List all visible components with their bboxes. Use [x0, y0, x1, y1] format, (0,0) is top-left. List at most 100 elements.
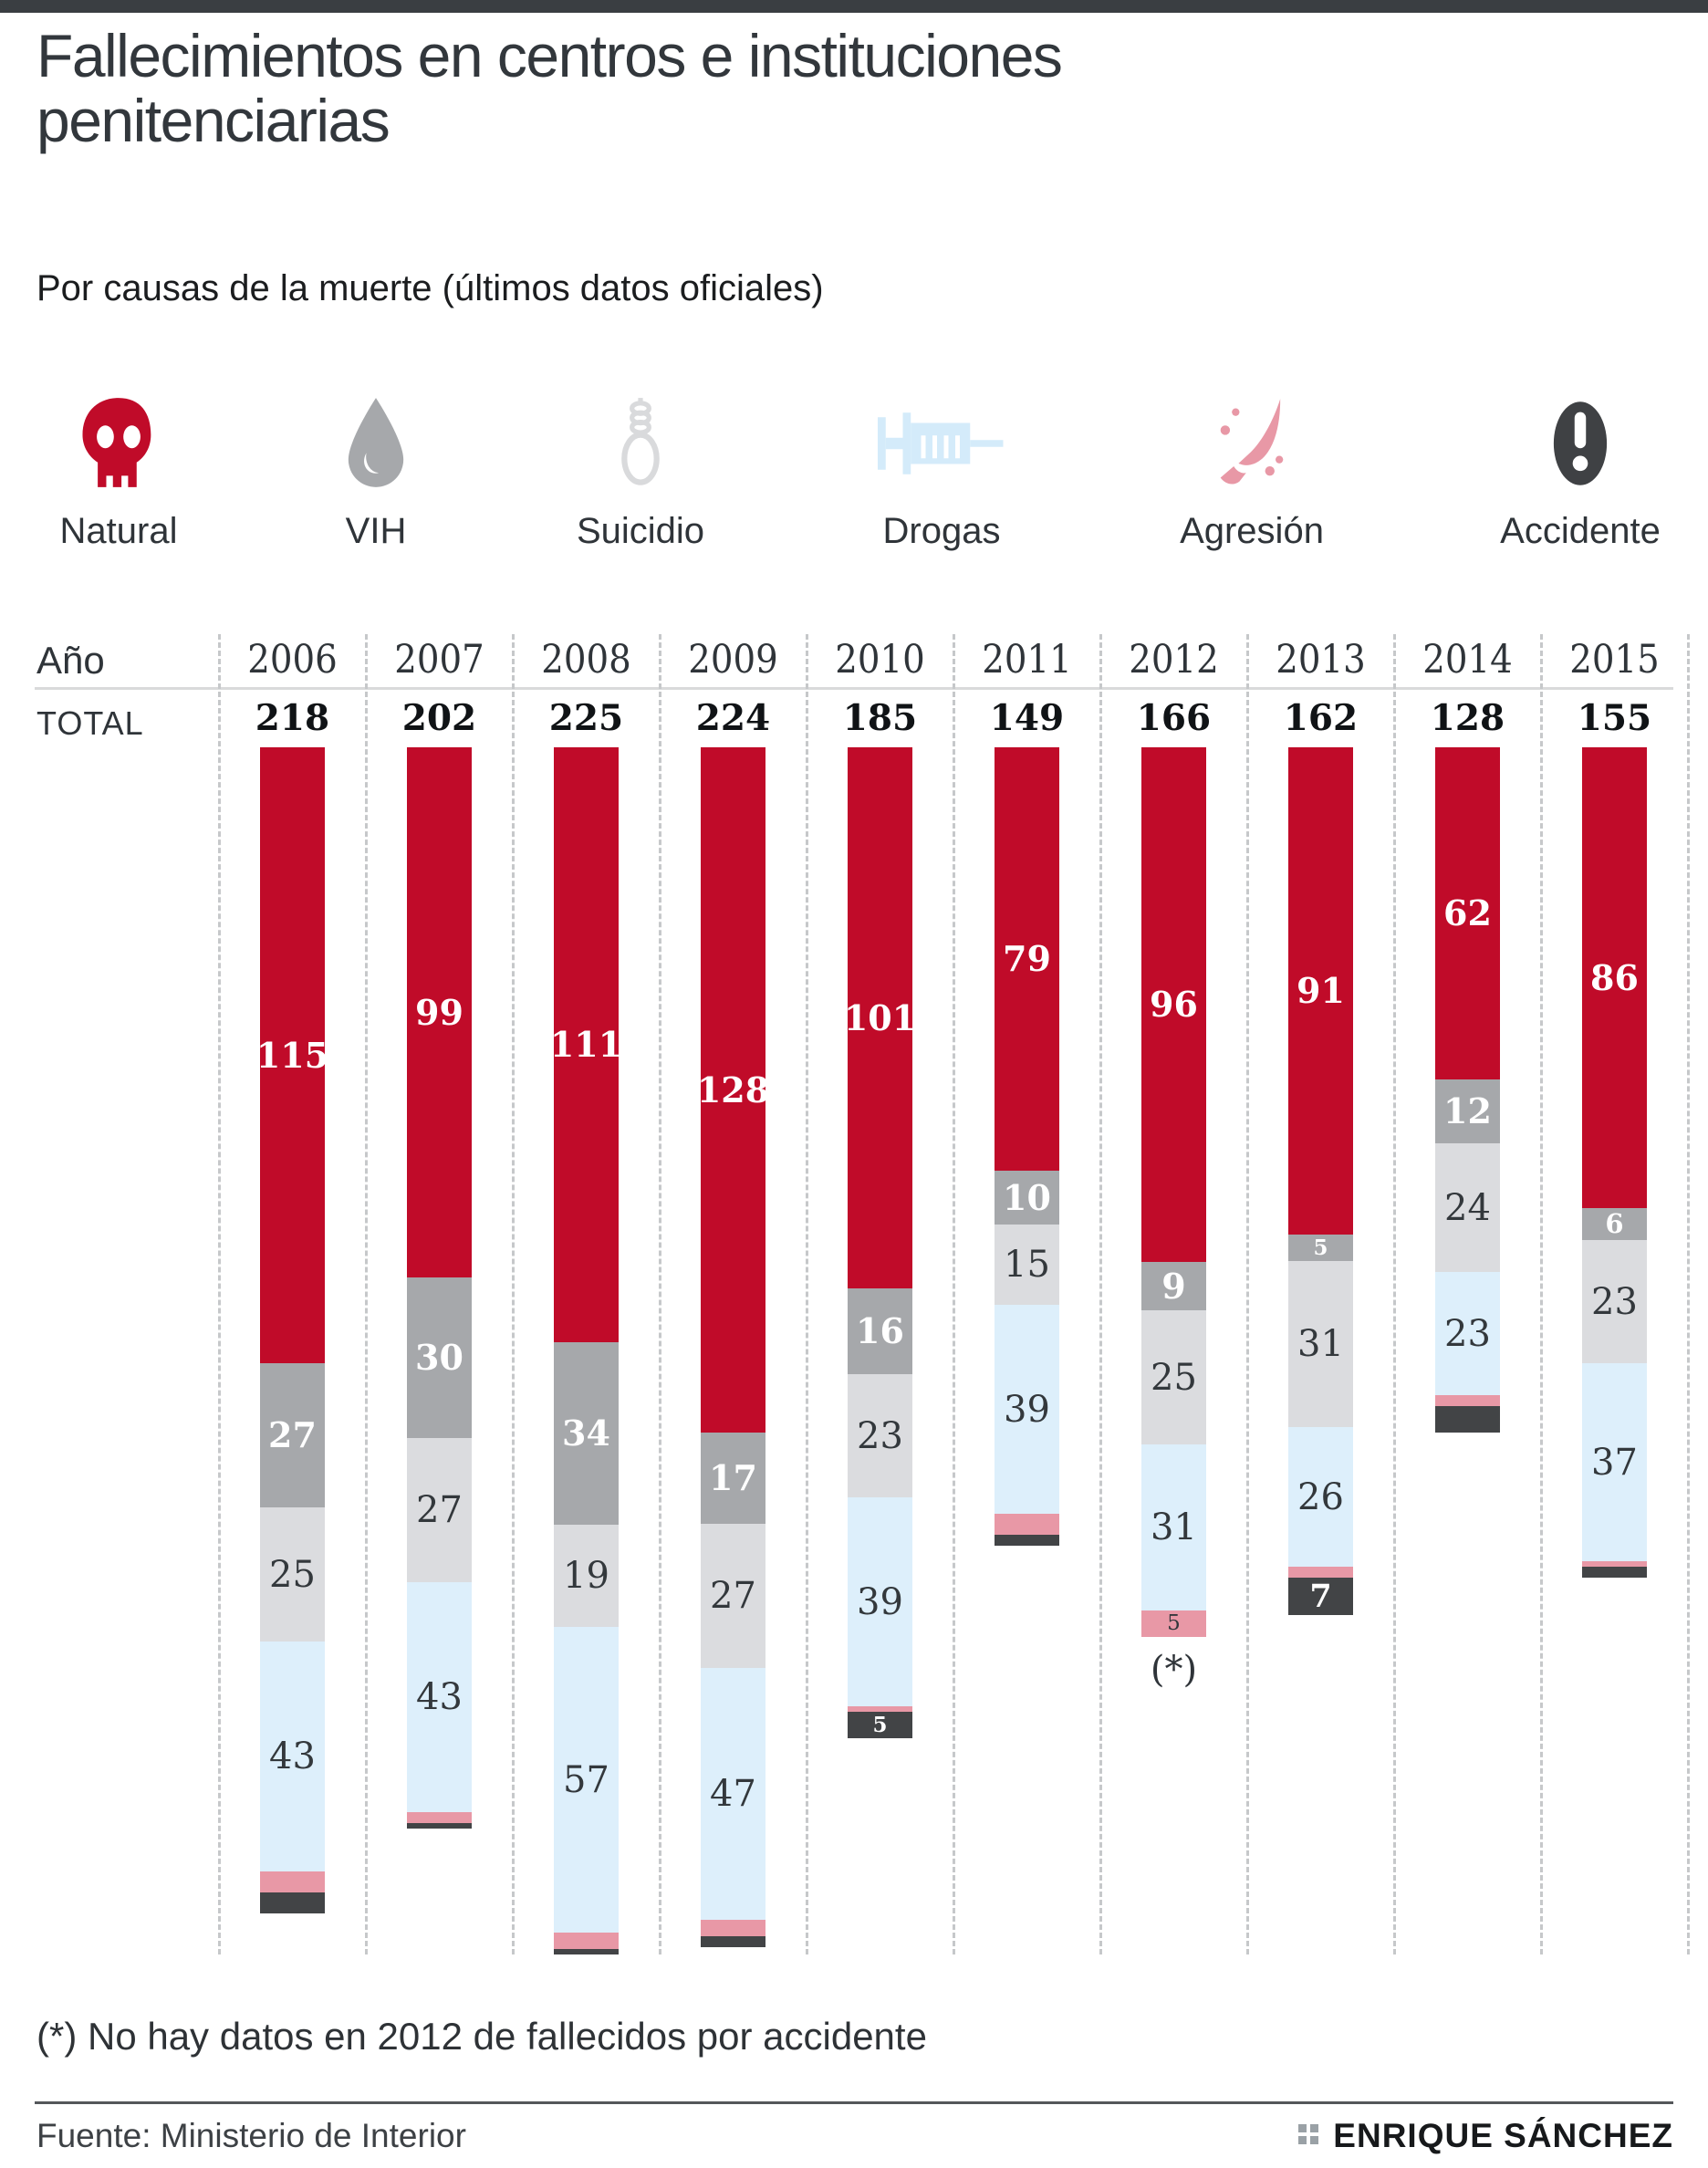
year-label: 2012 — [1129, 637, 1219, 683]
bar-segment-accidente — [995, 1535, 1059, 1546]
legend-item-label: Agresión — [1180, 511, 1324, 551]
bar-segment-suicidio: 25 — [260, 1507, 325, 1642]
column-separator — [365, 634, 368, 1954]
year-label: 2010 — [835, 637, 925, 683]
bar-segment-agresion — [554, 1933, 619, 1949]
page-title: Fallecimientos en centros e institucione… — [36, 22, 1063, 155]
bar-segment-vih: 5 — [1288, 1235, 1353, 1261]
bar-segment-drogas: 57 — [554, 1627, 619, 1933]
bar-segment-drogas: 26 — [1288, 1427, 1353, 1567]
total-value: 202 — [401, 697, 477, 739]
segment-value-label: 43 — [269, 1735, 316, 1777]
bar-segment-natural: 86 — [1582, 747, 1647, 1208]
bar-segment-suicidio: 15 — [995, 1225, 1059, 1305]
total-value: 185 — [842, 697, 918, 739]
bar-segment-agresion — [701, 1920, 765, 1936]
legend-item-suicidio: Suicidio — [513, 391, 768, 552]
legend-item-label: Natural — [59, 511, 178, 551]
bar-segment-natural: 62 — [1435, 747, 1500, 1079]
segment-value-label: 9 — [1161, 1265, 1186, 1307]
bar-segment-agresion — [995, 1514, 1059, 1535]
segment-value-label: 23 — [1444, 1312, 1491, 1355]
legend-item-label: VIH — [345, 511, 407, 551]
bar-segment-natural: 79 — [995, 747, 1059, 1171]
segment-value-label: 7 — [1309, 1578, 1332, 1615]
bar-segment-agresion — [848, 1706, 912, 1712]
segment-value-label: 111 — [549, 1024, 623, 1065]
bar-segment-natural: 101 — [844, 747, 916, 1288]
segment-value-label: 115 — [255, 1034, 329, 1076]
segment-value-label: 19 — [563, 1555, 609, 1597]
bar-segment-drogas: 39 — [848, 1497, 912, 1706]
bar-segment-vih: 16 — [848, 1288, 912, 1374]
source: Fuente: Ministerio de Interior — [36, 2117, 466, 2154]
bar-segment-accidente — [1582, 1567, 1647, 1578]
column-separator — [218, 634, 221, 1954]
stacked-bar: 96 9 25 31 5 — [1141, 747, 1206, 1637]
column-separator — [659, 634, 661, 1954]
segment-value-label: 101 — [843, 996, 917, 1038]
segment-value-label: 27 — [710, 1575, 756, 1617]
bar-segment-accidente — [1435, 1406, 1500, 1433]
total-value: 155 — [1577, 697, 1652, 739]
segment-value-label: 27 — [416, 1489, 463, 1531]
bar-segment-drogas: 43 — [407, 1582, 472, 1812]
bar-segment-accidente: 7 — [1288, 1578, 1353, 1615]
legend-item-natural: Natural — [0, 391, 246, 552]
bar-segment-accidente — [260, 1892, 325, 1913]
segment-value-label: 31 — [1151, 1506, 1197, 1548]
footnote: (*) No hay datos en 2012 de fallecidos p… — [36, 2015, 927, 2058]
total-value: 162 — [1283, 697, 1359, 739]
segment-value-label: 31 — [1297, 1323, 1344, 1365]
column-separator — [1246, 634, 1249, 1954]
bar-segment-agresion — [407, 1812, 472, 1823]
column-separator — [512, 634, 515, 1954]
drop-icon — [248, 391, 504, 496]
segment-value-label: 47 — [710, 1773, 756, 1815]
stacked-bar: 91 5 31 26 7 — [1288, 747, 1353, 1615]
column-separator — [953, 634, 955, 1954]
stacked-bar: 62 12 24 23 — [1435, 747, 1500, 1433]
bar-segment-accidente — [407, 1823, 472, 1829]
footer-divider — [35, 2101, 1673, 2104]
bar-segment-natural: 99 — [407, 747, 472, 1277]
credit-name: ENRIQUE SÁNCHEZ — [1333, 2117, 1673, 2154]
bar-segment-drogas: 31 — [1141, 1444, 1206, 1610]
segment-value-label: 10 — [1003, 1176, 1051, 1218]
bar-segment-suicidio: 27 — [407, 1438, 472, 1582]
bar-segment-vih: 6 — [1582, 1208, 1647, 1240]
segment-value-label: 57 — [563, 1758, 609, 1801]
segment-value-label: 6 — [1605, 1208, 1624, 1239]
top-accent-bar — [0, 0, 1708, 13]
skull-icon — [0, 391, 246, 496]
column-separator — [1099, 634, 1102, 1954]
segment-value-label: 5 — [1167, 1611, 1181, 1635]
year-label: 2013 — [1276, 637, 1366, 683]
bar-segment-suicidio: 23 — [1582, 1240, 1647, 1363]
bar-segment-suicidio: 25 — [1141, 1310, 1206, 1444]
bar-segment-natural: 91 — [1288, 747, 1353, 1235]
segment-value-label: 30 — [415, 1337, 463, 1378]
bar-segment-accidente — [701, 1936, 765, 1947]
credit: ENRIQUE SÁNCHEZ — [1298, 2117, 1673, 2155]
stacked-bar: 111 34 19 57 — [550, 747, 622, 1954]
legend-item-label: Suicidio — [576, 511, 705, 551]
bar-segment-natural: 128 — [697, 747, 769, 1433]
bar-segment-vih: 17 — [701, 1433, 765, 1524]
noose-icon — [513, 391, 768, 496]
segment-value-label: 26 — [1297, 1475, 1344, 1518]
stacked-bar: 128 17 27 47 — [697, 747, 769, 1947]
page-subtitle: Por causas de la muerte (últimos datos o… — [36, 268, 824, 308]
segment-value-label: 15 — [1004, 1244, 1050, 1286]
bar-segment-vih: 9 — [1141, 1262, 1206, 1310]
segment-value-label: 91 — [1297, 970, 1345, 1011]
legend-item-drogas: Drogas — [814, 391, 1069, 552]
bar-segment-vih: 34 — [554, 1342, 619, 1525]
segment-value-label: 12 — [1443, 1090, 1492, 1131]
bar-segment-natural: 111 — [550, 747, 622, 1342]
year-label: 2009 — [688, 637, 778, 683]
footnote-asterisk: (*) — [1150, 1649, 1198, 1691]
segment-value-label: 16 — [856, 1310, 904, 1351]
bar-segment-agresion — [1582, 1561, 1647, 1567]
bar-segment-agresion — [1435, 1395, 1500, 1406]
